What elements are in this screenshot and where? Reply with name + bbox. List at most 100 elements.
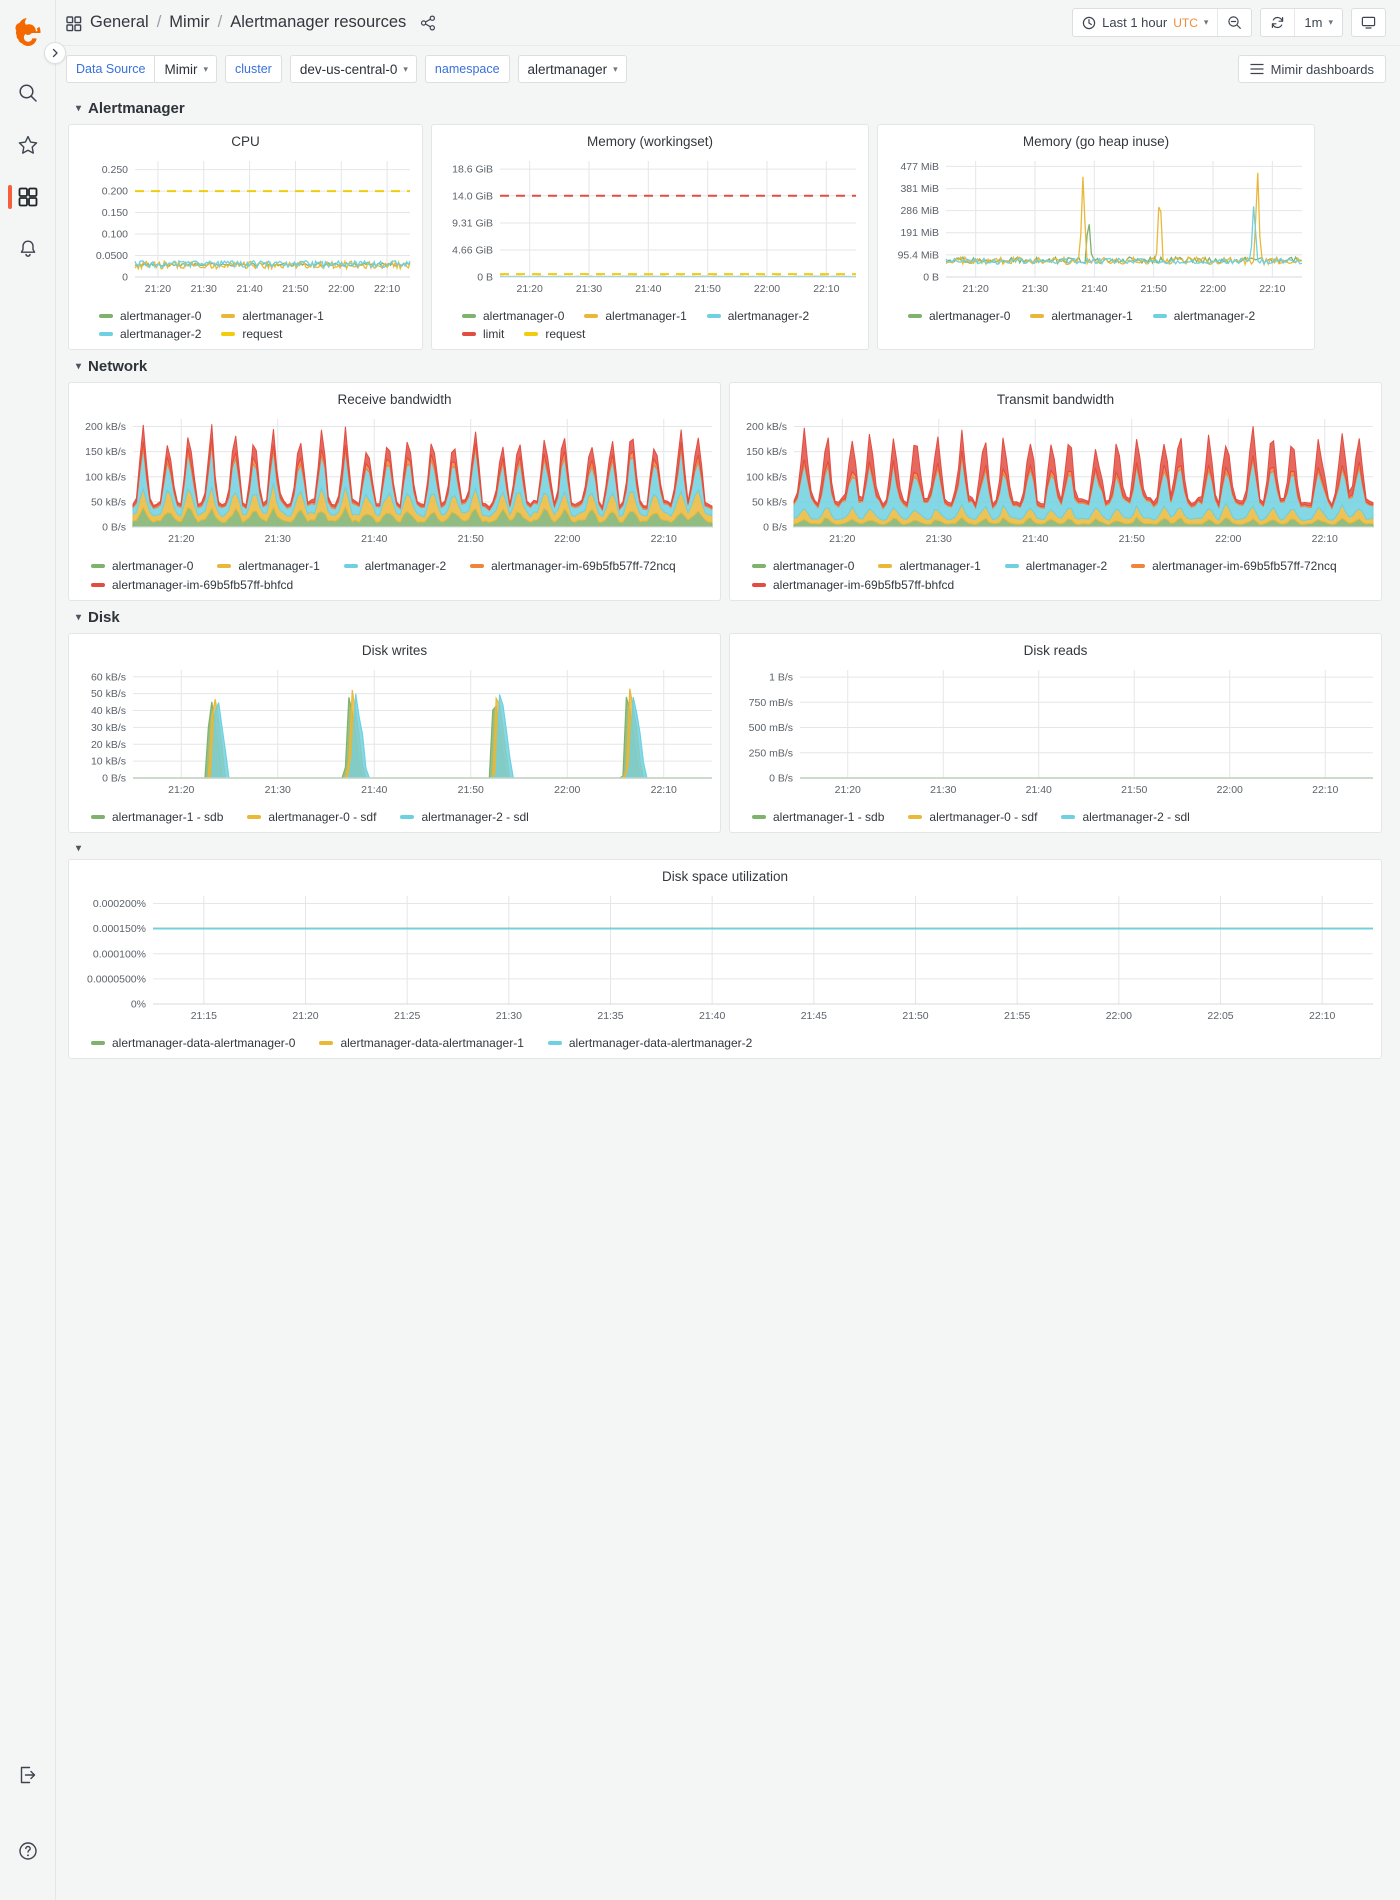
- legend-item[interactable]: alertmanager-0: [908, 309, 1010, 323]
- svg-text:60 kB/s: 60 kB/s: [91, 671, 126, 683]
- svg-text:40 kB/s: 40 kB/s: [91, 705, 126, 717]
- svg-text:21:20: 21:20: [145, 283, 171, 295]
- legend-item[interactable]: alertmanager-1: [1030, 309, 1133, 323]
- chart-disk-reads[interactable]: 0 B/s 250 mB/s 500 mB/s 750 mB/s 1 B/s 21:20 2…: [734, 664, 1377, 804]
- legend-item[interactable]: alertmanager-1: [878, 559, 981, 573]
- zoom-out-icon: [1227, 15, 1242, 30]
- kiosk-mode-button[interactable]: [1352, 9, 1385, 36]
- variable-namespace-select[interactable]: alertmanager ▾: [517, 55, 627, 83]
- grafana-logo[interactable]: [11, 14, 45, 48]
- legend-label: alertmanager-1: [1051, 309, 1133, 323]
- time-range-picker[interactable]: Last 1 hour UTC ▾: [1073, 9, 1217, 36]
- legend-item[interactable]: alertmanager-2 - sdl: [400, 810, 529, 824]
- legend-color-swatch: [99, 314, 113, 318]
- svg-text:0: 0: [122, 272, 128, 284]
- legend-item[interactable]: alertmanager-2: [706, 309, 809, 323]
- signout-icon[interactable]: [6, 1752, 50, 1798]
- chart-transmit-bandwidth[interactable]: 0 B/s 50 kB/s 100 kB/s 150 kB/s 200 kB/s 21:2…: [734, 413, 1377, 553]
- panel-title: CPU: [231, 134, 260, 149]
- chart-receive-bandwidth[interactable]: 0 B/s 50 kB/s 100 kB/s 150 kB/s 200 kB/s 21:2…: [73, 413, 716, 553]
- legend-item[interactable]: alertmanager-1: [584, 309, 687, 323]
- row-header-disk[interactable]: ▾ Disk: [68, 601, 1386, 633]
- legend-item[interactable]: alertmanager-2 - sdl: [1061, 810, 1190, 824]
- legend-item[interactable]: alertmanager-0 - sdf: [908, 810, 1037, 824]
- svg-text:22:00: 22:00: [1106, 1010, 1132, 1022]
- row-header-network[interactable]: ▾ Network: [68, 350, 1386, 382]
- legend-label: alertmanager-1: [899, 559, 981, 573]
- legend-label: alertmanager-im-69b5fb57ff-72ncq: [491, 559, 676, 573]
- panel-title: Disk writes: [361, 643, 428, 658]
- legend-item[interactable]: alertmanager-0: [752, 559, 854, 573]
- legend-item[interactable]: alertmanager-2: [1152, 309, 1255, 323]
- breadcrumb-item-mimir[interactable]: Mimir: [169, 13, 210, 31]
- kiosk-group: [1351, 8, 1386, 37]
- legend-label: alertmanager-0 - sdf: [268, 810, 377, 824]
- chart-cpu[interactable]: 0 0.0500 0.100 0.150 0.200 0.250 21:20 21:30 21:…: [73, 155, 418, 303]
- legend-item[interactable]: alertmanager-2: [1004, 559, 1107, 573]
- refresh-button[interactable]: [1261, 9, 1294, 36]
- chart-memory-goheap[interactable]: 0 B 95.4 MiB 191 MiB 286 MiB 381 MiB 477 MiB 2…: [882, 155, 1310, 303]
- legend-item[interactable]: request: [524, 327, 585, 341]
- svg-text:21:40: 21:40: [635, 283, 661, 295]
- dashboards-icon[interactable]: [6, 174, 50, 220]
- expand-nav-button[interactable]: [44, 42, 66, 64]
- panel-title: Transmit bandwidth: [996, 392, 1115, 407]
- legend-item[interactable]: alertmanager-0: [99, 309, 201, 323]
- variable-cluster-select[interactable]: dev-us-central-0 ▾: [289, 55, 417, 83]
- svg-text:21:30: 21:30: [926, 533, 952, 545]
- svg-text:21:40: 21:40: [699, 1010, 725, 1022]
- svg-text:22:10: 22:10: [813, 283, 839, 295]
- panel-title: Disk space utilization: [661, 869, 789, 884]
- search-icon[interactable]: [6, 70, 50, 116]
- legend-item[interactable]: alertmanager-2: [343, 559, 447, 573]
- legend-item[interactable]: request: [221, 327, 282, 341]
- legend-item[interactable]: alertmanager-im-69b5fb57ff-bhfcd: [91, 578, 293, 592]
- legend-item[interactable]: alertmanager-1: [221, 309, 324, 323]
- breadcrumb-item-alertmanager-resources[interactable]: Alertmanager resources: [230, 13, 407, 31]
- variable-datasource-select[interactable]: Mimir ▾: [154, 55, 218, 83]
- legend-color-swatch: [752, 815, 766, 819]
- legend-label: alertmanager-data-alertmanager-0: [112, 1036, 296, 1050]
- panel-disk-space-utilization: Disk space utilization 0% 0.0000500% 0.000…: [68, 859, 1382, 1059]
- legend-item[interactable]: alertmanager-im-69b5fb57ff-72ncq: [1131, 559, 1337, 573]
- svg-text:21:50: 21:50: [282, 283, 308, 295]
- svg-text:191 MiB: 191 MiB: [900, 227, 939, 239]
- breadcrumb-item-general[interactable]: General: [90, 13, 149, 31]
- star-icon[interactable]: [6, 122, 50, 168]
- chart-disk-writes[interactable]: 0 B/s 10 kB/s 20 kB/s 30 kB/s 40 kB/s 50 kB/s…: [73, 664, 716, 804]
- timezone-label: UTC: [1173, 15, 1198, 30]
- legend-item[interactable]: alertmanager-0: [462, 309, 564, 323]
- legend-label: alertmanager-2: [364, 559, 447, 573]
- legend-item[interactable]: alertmanager-2: [99, 327, 201, 341]
- legend-item[interactable]: alertmanager-data-alertmanager-0: [91, 1036, 295, 1050]
- svg-text:21:30: 21:30: [576, 283, 602, 295]
- svg-text:150 kB/s: 150 kB/s: [85, 446, 126, 458]
- row-header-unnamed[interactable]: ▾: [68, 833, 1386, 859]
- legend-item[interactable]: alertmanager-0: [91, 559, 193, 573]
- legend-item[interactable]: alertmanager-0 - sdf: [247, 810, 376, 824]
- share-icon[interactable]: [420, 15, 436, 31]
- legend-item[interactable]: alertmanager-data-alertmanager-1: [319, 1036, 524, 1050]
- svg-text:22:10: 22:10: [1259, 283, 1285, 295]
- svg-text:21:40: 21:40: [361, 784, 387, 796]
- legend-color-swatch: [470, 564, 485, 568]
- refresh-icon: [1270, 15, 1285, 30]
- legend-item[interactable]: alertmanager-1: [217, 559, 320, 573]
- time-range-label: Last 1 hour: [1102, 15, 1168, 30]
- legend-item[interactable]: limit: [462, 327, 504, 341]
- legend-item[interactable]: alertmanager-1 - sdb: [752, 810, 884, 824]
- chart-disk-space-utilization[interactable]: 0% 0.0000500% 0.000100% 0.000150% 0.000200% 2…: [73, 890, 1377, 1030]
- legend-item[interactable]: alertmanager-1 - sdb: [91, 810, 223, 824]
- zoom-out-button[interactable]: [1217, 9, 1251, 36]
- refresh-interval-picker[interactable]: 1m ▾: [1294, 9, 1342, 36]
- row-header-alertmanager[interactable]: ▾ Alertmanager: [68, 92, 1386, 124]
- legend-label: alertmanager-1: [605, 309, 687, 323]
- legend-item[interactable]: alertmanager-data-alertmanager-2: [547, 1036, 752, 1050]
- legend-item[interactable]: alertmanager-im-69b5fb57ff-72ncq: [470, 559, 676, 573]
- help-icon[interactable]: [6, 1828, 50, 1874]
- row-disk-panels: Disk writes 0 B/s 10 kB/s 20 kB/s 30 kB/s 40…: [68, 633, 1386, 833]
- chart-memory-workingset[interactable]: 0 B 4.66 GiB 9.31 GiB 14.0 GiB 18.6 GiB 21:20…: [436, 155, 864, 303]
- bell-icon[interactable]: [6, 226, 50, 272]
- legend-item[interactable]: alertmanager-im-69b5fb57ff-bhfcd: [752, 578, 954, 592]
- mimir-dashboards-button[interactable]: Mimir dashboards: [1237, 55, 1386, 83]
